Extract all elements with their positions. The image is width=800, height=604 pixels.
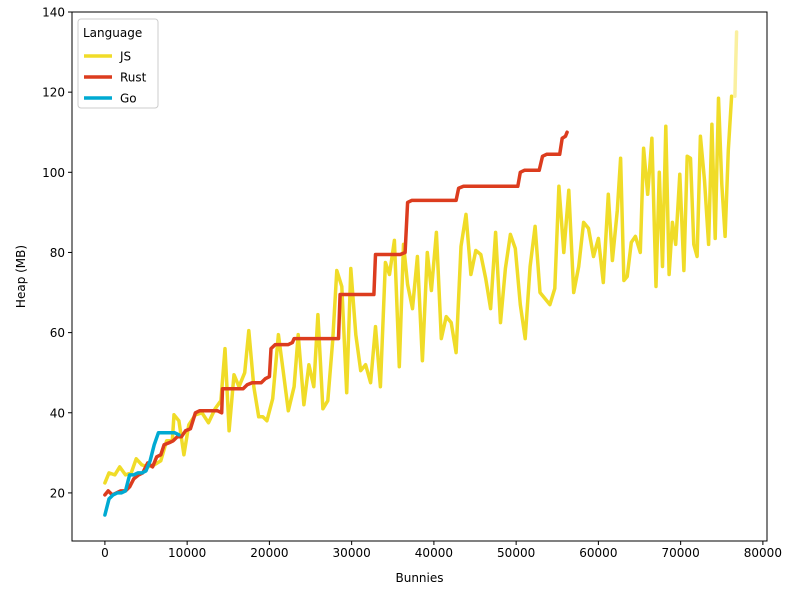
y-axis-label: Heap (MB) [14, 245, 28, 308]
legend-label-rust: Rust [120, 71, 147, 85]
x-tick-label: 30000 [333, 546, 371, 560]
series-line-faint-tail [733, 30, 739, 98]
y-axis: 20 40 60 80 100 120 140 [42, 6, 72, 500]
y-tick-label: 20 [50, 486, 65, 500]
plot-area [103, 30, 739, 517]
y-tick-label: 100 [42, 166, 65, 180]
legend-label-js: JS [119, 50, 131, 64]
y-tick-label: 40 [50, 406, 65, 420]
y-tick-label: 80 [50, 246, 65, 260]
x-tick-label: 0 [101, 546, 109, 560]
x-axis-label: Bunnies [395, 571, 443, 585]
x-tick-label: 40000 [415, 546, 453, 560]
legend-title: Language [83, 26, 142, 40]
legend: Language JS Rust Go [77, 18, 159, 109]
plot-frame [71, 11, 768, 542]
y-tick-label: 120 [42, 86, 65, 100]
x-tick-label: 20000 [250, 546, 288, 560]
x-tick-label: 50000 [497, 546, 535, 560]
series-line-js [103, 94, 734, 485]
series-line-rust [103, 130, 569, 497]
x-tick-label: 80000 [744, 546, 782, 560]
legend-label-go: Go [120, 92, 137, 106]
y-tick-label: 140 [42, 6, 65, 20]
x-tick-label: 10000 [168, 546, 206, 560]
x-axis: 0 10000 20000 30000 40000 50000 60000 70000 8000… [101, 541, 782, 560]
x-tick-label: 60000 [579, 546, 617, 560]
legend-box [77, 18, 159, 109]
x-tick-label: 70000 [662, 546, 700, 560]
y-tick-label: 60 [50, 326, 65, 340]
series-line-go [103, 431, 181, 517]
